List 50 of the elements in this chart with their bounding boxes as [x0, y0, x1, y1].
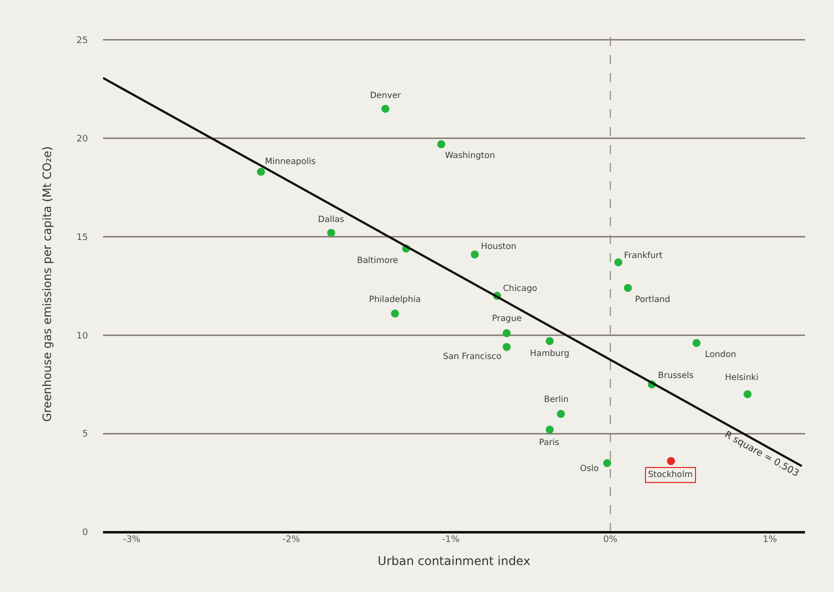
point	[470, 250, 479, 258]
y-tick-label: 5	[82, 430, 88, 440]
series-label: Paris	[539, 438, 560, 448]
y-tick-label: 20	[76, 134, 88, 144]
y-tick-label: 0	[82, 528, 88, 538]
point	[692, 339, 701, 348]
series-label: Frankfurt	[624, 251, 664, 261]
series-label: Chicago	[503, 284, 538, 294]
point	[624, 284, 632, 292]
x-tick-label: -1%	[442, 535, 460, 545]
series-label: Houston	[481, 242, 516, 252]
y-tick-label: 10	[76, 331, 88, 342]
point	[546, 337, 554, 346]
y-tick-label: 25	[76, 36, 88, 46]
series-label: Hamburg	[530, 349, 570, 359]
y-tick-label: 15	[76, 232, 88, 243]
point	[502, 342, 511, 351]
point	[614, 258, 622, 266]
point	[327, 228, 336, 237]
x-axis-title: Urban containment index	[378, 554, 530, 568]
series-label: Berlin	[544, 395, 569, 405]
series-label: Oslo	[580, 464, 599, 474]
series-label: Stockholm	[648, 470, 693, 480]
point	[381, 104, 390, 113]
series-label: Helsinki	[725, 373, 758, 383]
x-tick-label: 1%	[762, 535, 778, 545]
series-label: Philadelphia	[369, 295, 421, 305]
point	[603, 459, 612, 468]
series-label: Prague	[492, 314, 522, 324]
y-axis-title: Greenhouse gas emissions per capita (Mt CO₂e)	[40, 146, 54, 422]
point	[502, 329, 511, 338]
point	[437, 140, 446, 148]
x-tick-label: -2%	[282, 535, 300, 545]
point	[744, 390, 752, 398]
x-tick-label: -3%	[122, 535, 141, 545]
point	[556, 410, 565, 418]
series-label: Dallas	[318, 215, 345, 225]
series-label: Washington	[445, 151, 495, 161]
point	[666, 457, 675, 466]
series-label: Portland	[635, 295, 670, 305]
point	[546, 426, 554, 434]
point	[256, 168, 265, 176]
series-label: Baltimore	[357, 256, 398, 266]
series-label: London	[705, 350, 736, 360]
x-tick-label: 0%	[603, 535, 618, 545]
series-label: Denver	[370, 91, 402, 101]
point	[390, 310, 399, 318]
series-label: Minneapolis	[265, 157, 316, 167]
series-label: Brussels	[658, 371, 694, 381]
series-label: San Francisco	[443, 352, 502, 362]
